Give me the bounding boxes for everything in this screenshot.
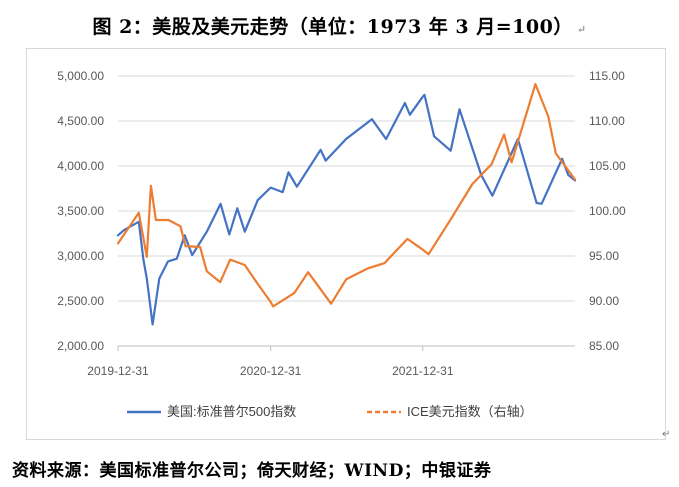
y-right-tick-label: 110.00 <box>589 114 625 128</box>
y-right-tick-label: 105.00 <box>589 159 626 173</box>
source-note: 资料来源：美国标准普尔公司；倚天财经；WIND；中银证券 <box>12 461 492 481</box>
x-tick-label: 2019-12-31 <box>87 364 149 378</box>
chart-frame: 2,000.00 2,500.00 3,000.00 3,500.00 4,000.00… <box>26 48 666 440</box>
paragraph-mark: ↵ <box>662 429 671 440</box>
chart-canvas: 2,000.00 2,500.00 3,000.00 3,500.00 4,000.00… <box>57 69 626 419</box>
return-mark: ↵ <box>576 23 587 36</box>
y-left-tick-label: 2,500.00 <box>57 294 104 308</box>
x-tick-label: 2020-12-31 <box>240 364 302 378</box>
y-left-tick-label: 3,500.00 <box>57 204 104 218</box>
y-right-tick-label: 115.00 <box>589 69 625 83</box>
y-right-tick-label: 85.00 <box>589 339 619 353</box>
series-line-usd-index <box>116 82 577 308</box>
legend-label-sp500: 美国:标准普尔500指数 <box>167 404 296 419</box>
legend-label-usd-index: ICE美元指数（右轴） <box>407 404 533 419</box>
y-right-tick-label: 100.00 <box>589 204 626 218</box>
y-right-tick-label: 90.00 <box>589 294 619 308</box>
y-left-tick-label: 4,000.00 <box>57 159 104 173</box>
y-left-tick-label: 3,000.00 <box>57 249 104 263</box>
page-title: 图 2：美股及美元走势（单位：1973 年 3 月=100） ↵ <box>92 16 587 38</box>
y-left-tick-label: 4,500.00 <box>57 114 104 128</box>
y-right-tick-label: 95.00 <box>589 249 619 263</box>
y-left-tick-label: 5,000.00 <box>57 69 104 83</box>
x-tick-label: 2021-12-31 <box>392 364 454 378</box>
y-left-tick-label: 2,000.00 <box>57 339 104 353</box>
series-line-sp500 <box>116 93 577 326</box>
